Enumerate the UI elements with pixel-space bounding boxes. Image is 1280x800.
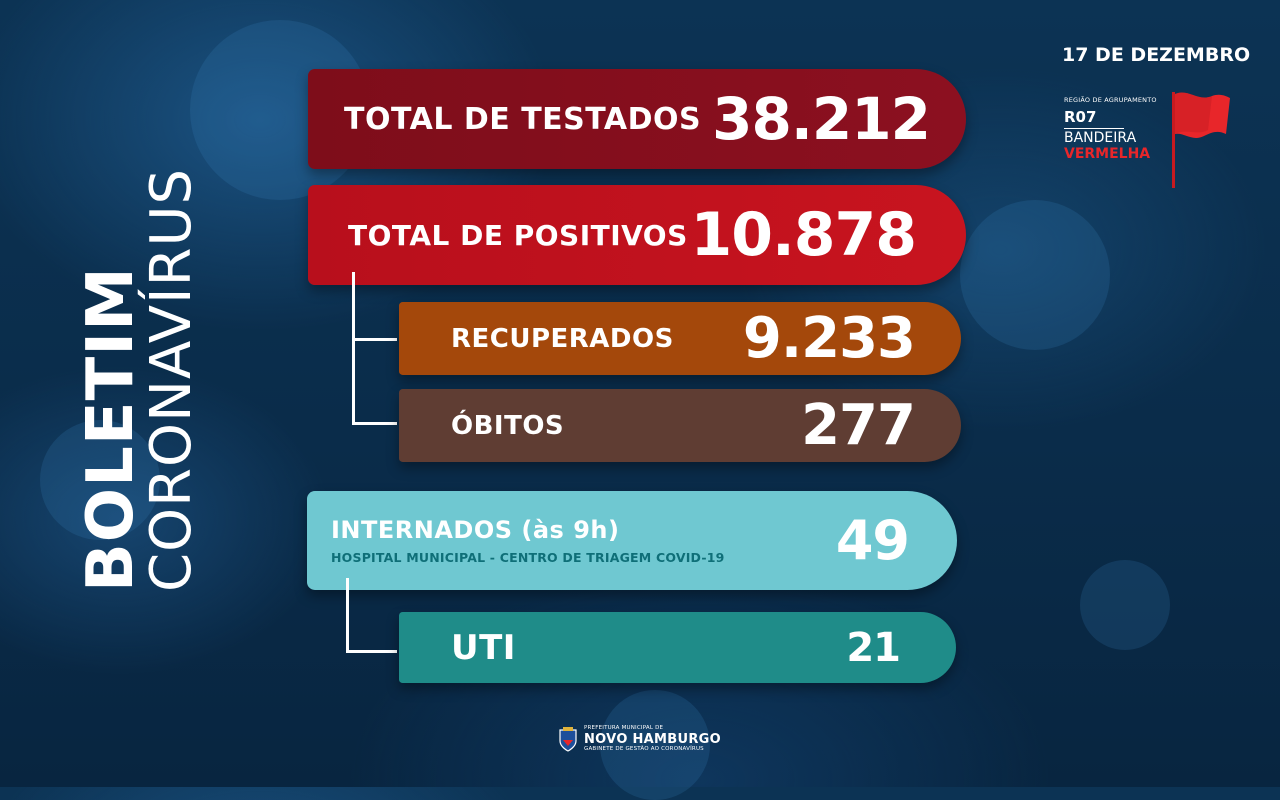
footer-subtitle: GABINETE DE GESTÃO AO CORONAVÍRUS [584, 745, 704, 752]
connector-line [352, 272, 397, 341]
stat-uti: UTI 21 [399, 612, 956, 683]
red-flag-icon [1172, 92, 1230, 188]
stat-label: ÓBITOS [451, 410, 565, 441]
region-code: R07 [1064, 108, 1124, 129]
stat-value: 49 [835, 509, 910, 572]
stat-value: 21 [846, 624, 901, 671]
region-info: REGIÃO DE AGRUPAMENTO R07 BANDEIRA VERME… [1064, 96, 1174, 162]
stat-label: RECUPERADOS [451, 323, 674, 354]
region-label: REGIÃO DE AGRUPAMENTO [1064, 96, 1157, 104]
city-crest-icon [559, 727, 577, 752]
footer-top-text: PREFEITURA MUNICIPAL DE [584, 725, 664, 731]
page-title: BOLETIM CORONAVÍRUS [74, 167, 204, 593]
stat-label: INTERNADOS (às 9h) [331, 516, 620, 544]
stat-value: 38.212 [712, 85, 931, 153]
flag-label-line1: BANDEIRA [1064, 130, 1137, 146]
title-sub: CORONAVÍRUS [139, 167, 204, 593]
stat-internados: INTERNADOS (às 9h) HOSPITAL MUNICIPAL - … [307, 491, 957, 590]
stat-total-testados: TOTAL DE TESTADOS 38.212 [308, 69, 966, 169]
footer-city-name: NOVO HAMBURGO [584, 731, 721, 747]
connector-line [346, 578, 397, 653]
stat-recuperados: RECUPERADOS 9.233 [399, 302, 961, 375]
footer-logo: PREFEITURA MUNICIPAL DE NOVO HAMBURGO GA… [558, 725, 721, 752]
stat-value: 10.878 [690, 200, 917, 270]
stat-value: 9.233 [742, 306, 916, 371]
connector-line [352, 338, 397, 425]
stat-total-positivos: TOTAL DE POSITIVOS 10.878 [308, 185, 966, 285]
stat-sublabel: HOSPITAL MUNICIPAL - CENTRO DE TRIAGEM C… [331, 550, 725, 565]
stat-label: TOTAL DE POSITIVOS [348, 218, 688, 252]
stat-obitos: ÓBITOS 277 [399, 389, 961, 462]
report-date: 17 DE DEZEMBRO [1062, 44, 1251, 66]
stat-value: 277 [801, 393, 916, 458]
title-main: BOLETIM [74, 266, 148, 593]
stat-label: UTI [451, 627, 516, 668]
flag-label-line2: VERMELHA [1064, 146, 1151, 162]
stat-label: TOTAL DE TESTADOS [344, 101, 702, 137]
